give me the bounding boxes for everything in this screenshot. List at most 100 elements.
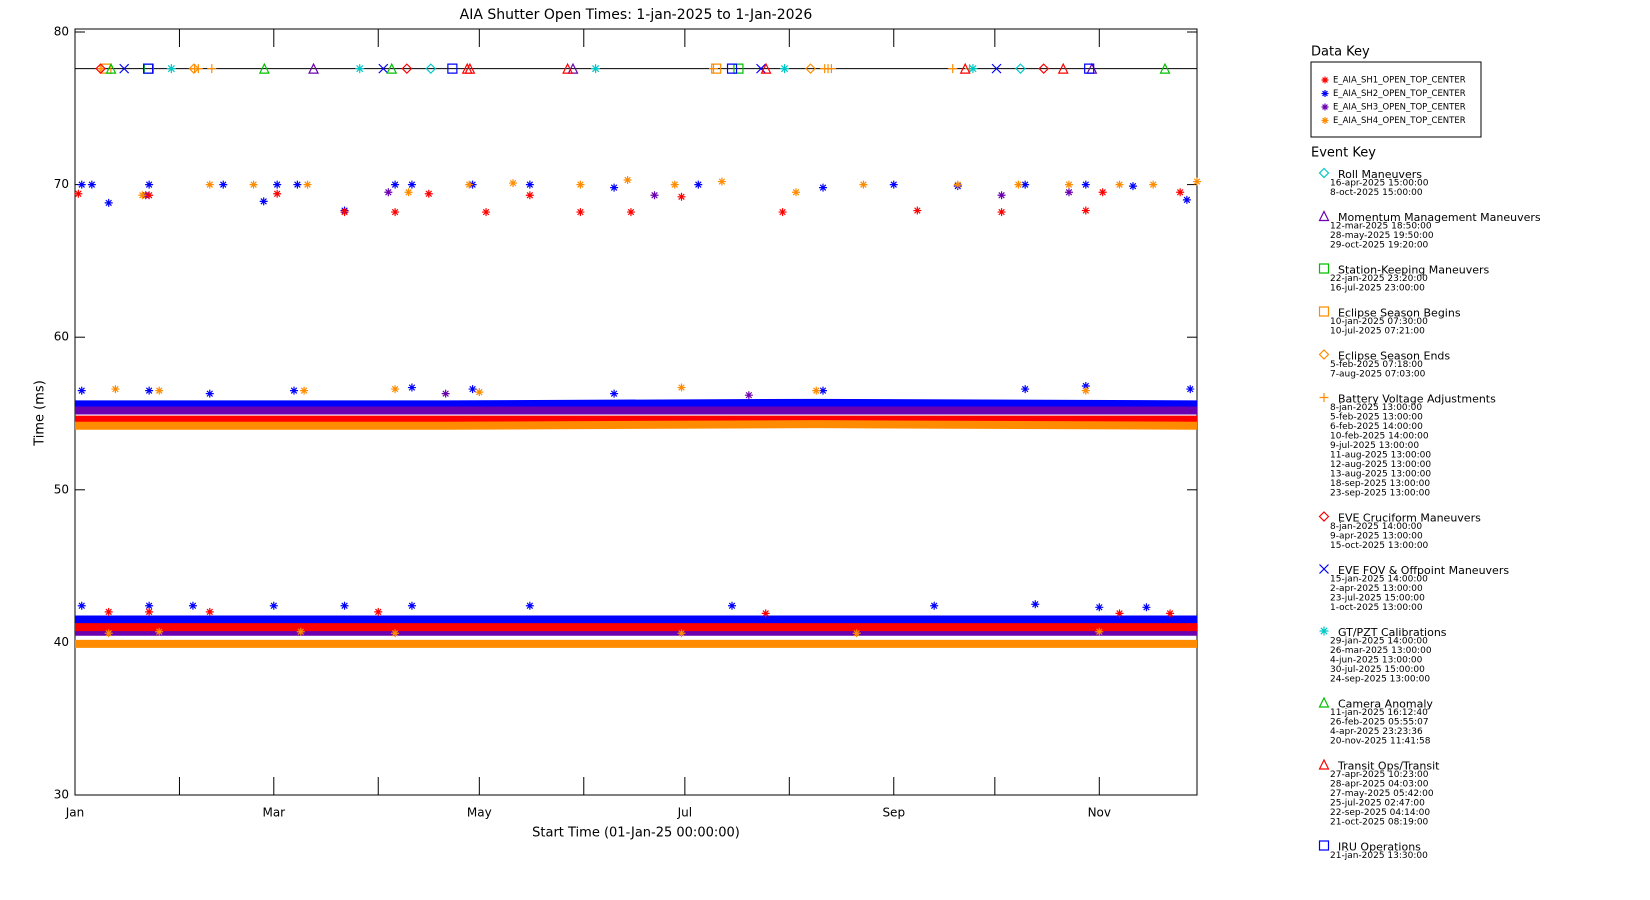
data-point	[104, 198, 113, 207]
event-marker	[401, 63, 413, 74]
data-point	[677, 629, 686, 638]
event-marker	[193, 64, 203, 74]
event-key-name: EVE FOV & Offpoint Maneuvers	[1338, 564, 1509, 577]
event-key-name: Camera Anomaly	[1338, 698, 1433, 711]
data-point	[145, 601, 154, 610]
data-point	[293, 180, 302, 189]
data-key-box	[1310, 61, 1482, 138]
event-key-date: 26-mar-2025 13:00:00	[1330, 646, 1432, 656]
data-point	[913, 206, 922, 215]
data-point	[525, 180, 534, 189]
data-point	[953, 180, 962, 189]
event-marker	[805, 63, 816, 74]
event-key-date: 5-feb-2025 07:18:00	[1330, 360, 1423, 370]
data-point	[188, 601, 197, 610]
event-marker	[760, 62, 772, 74]
data-point	[997, 208, 1006, 217]
event-marker	[386, 62, 398, 74]
data-point	[87, 180, 96, 189]
event-marker	[207, 64, 217, 74]
data-point	[145, 386, 154, 395]
event-key-date: 12-mar-2025 18:50:00	[1330, 222, 1432, 232]
event-marker	[567, 62, 579, 74]
data-point	[859, 180, 868, 189]
data-point	[694, 180, 703, 189]
data-point	[1128, 182, 1137, 191]
data-point	[441, 389, 450, 398]
data-point	[374, 607, 383, 616]
event-key-date: 28-apr-2025 04:03:00	[1330, 780, 1429, 790]
event-key-symbol	[1318, 210, 1330, 222]
event-key-symbol	[1319, 626, 1329, 636]
event-marker	[355, 64, 365, 74]
data-point	[340, 601, 349, 610]
data-point	[525, 191, 534, 200]
event-key-date: 10-feb-2025 14:00:00	[1330, 432, 1429, 442]
event-key-date: 18-sep-2025 13:00:00	[1330, 479, 1430, 489]
data-point	[145, 607, 154, 616]
data-point	[717, 177, 726, 186]
event-marker	[308, 62, 320, 74]
data-point	[482, 208, 491, 217]
event-key-date: 24-sep-2025 13:00:00	[1330, 675, 1430, 685]
event-marker	[447, 63, 458, 74]
data-point	[391, 180, 400, 189]
event-key-date: 27-may-2025 05:42:00	[1330, 789, 1434, 799]
data-point	[761, 609, 770, 618]
event-key-date: 20-nov-2025 11:41:58	[1330, 737, 1431, 747]
event-key-date: 29-jan-2025 14:00:00	[1330, 637, 1428, 647]
data-point	[1115, 609, 1124, 618]
data-point	[677, 192, 686, 201]
event-key-date: 4-jun-2025 13:00:00	[1330, 656, 1423, 666]
data-point	[273, 180, 282, 189]
data-point	[475, 388, 484, 397]
x-tick-label: Sep	[882, 806, 905, 820]
data-point	[205, 389, 214, 398]
y-tick-label: 50	[54, 482, 69, 496]
event-key-date: 23-sep-2025 13:00:00	[1330, 489, 1430, 499]
x-tick-label: Mar	[262, 806, 285, 820]
event-marker	[756, 63, 766, 74]
data-band	[75, 420, 1198, 430]
event-key-symbol	[1319, 393, 1329, 402]
data-key-title: Data Key	[1311, 45, 1370, 60]
event-key-name: IRU Operations	[1338, 841, 1421, 854]
event-marker	[188, 63, 200, 74]
data-point	[303, 180, 312, 189]
event-marker	[105, 62, 117, 74]
event-marker	[1057, 62, 1069, 74]
event-marker	[959, 62, 971, 74]
data-point	[407, 601, 416, 610]
y-tick-label: 30	[54, 788, 69, 802]
data-point	[1014, 180, 1023, 189]
data-point	[300, 386, 309, 395]
event-key-date: 26-feb-2025 05:55:07	[1330, 718, 1429, 728]
data-point	[623, 176, 632, 185]
y-tick-label: 70	[54, 177, 69, 191]
data-point	[205, 180, 214, 189]
data-point	[576, 208, 585, 217]
event-key-date: 25-jul-2025 02:47:00	[1330, 799, 1425, 809]
data-point	[269, 601, 278, 610]
data-point	[111, 385, 120, 394]
event-marker	[1084, 63, 1095, 74]
data-point	[1098, 188, 1107, 197]
data-point	[205, 607, 214, 616]
data-point	[1186, 385, 1195, 394]
data-point	[1081, 386, 1090, 395]
data-point	[104, 607, 113, 616]
legend-label: E_AIA_SH2_OPEN_TOP_CENTER	[1333, 89, 1466, 99]
event-key-symbol	[1318, 167, 1330, 179]
event-key-symbol	[1319, 564, 1329, 574]
event-marker	[95, 63, 106, 74]
event-marker	[780, 64, 790, 74]
legend-label: E_AIA_SH1_OPEN_TOP_CENTER	[1333, 76, 1466, 86]
event-key-date: 22-sep-2025 04:14:00	[1330, 808, 1430, 818]
data-point	[424, 189, 433, 198]
data-point	[273, 189, 282, 198]
data-point	[610, 389, 619, 398]
data-point	[1182, 195, 1191, 204]
data-point	[509, 179, 518, 188]
event-key-date: 21-jan-2025 13:30:00	[1330, 851, 1428, 861]
chart-title: AIA Shutter Open Times: 1-jan-2025 to 1-…	[460, 7, 813, 23]
